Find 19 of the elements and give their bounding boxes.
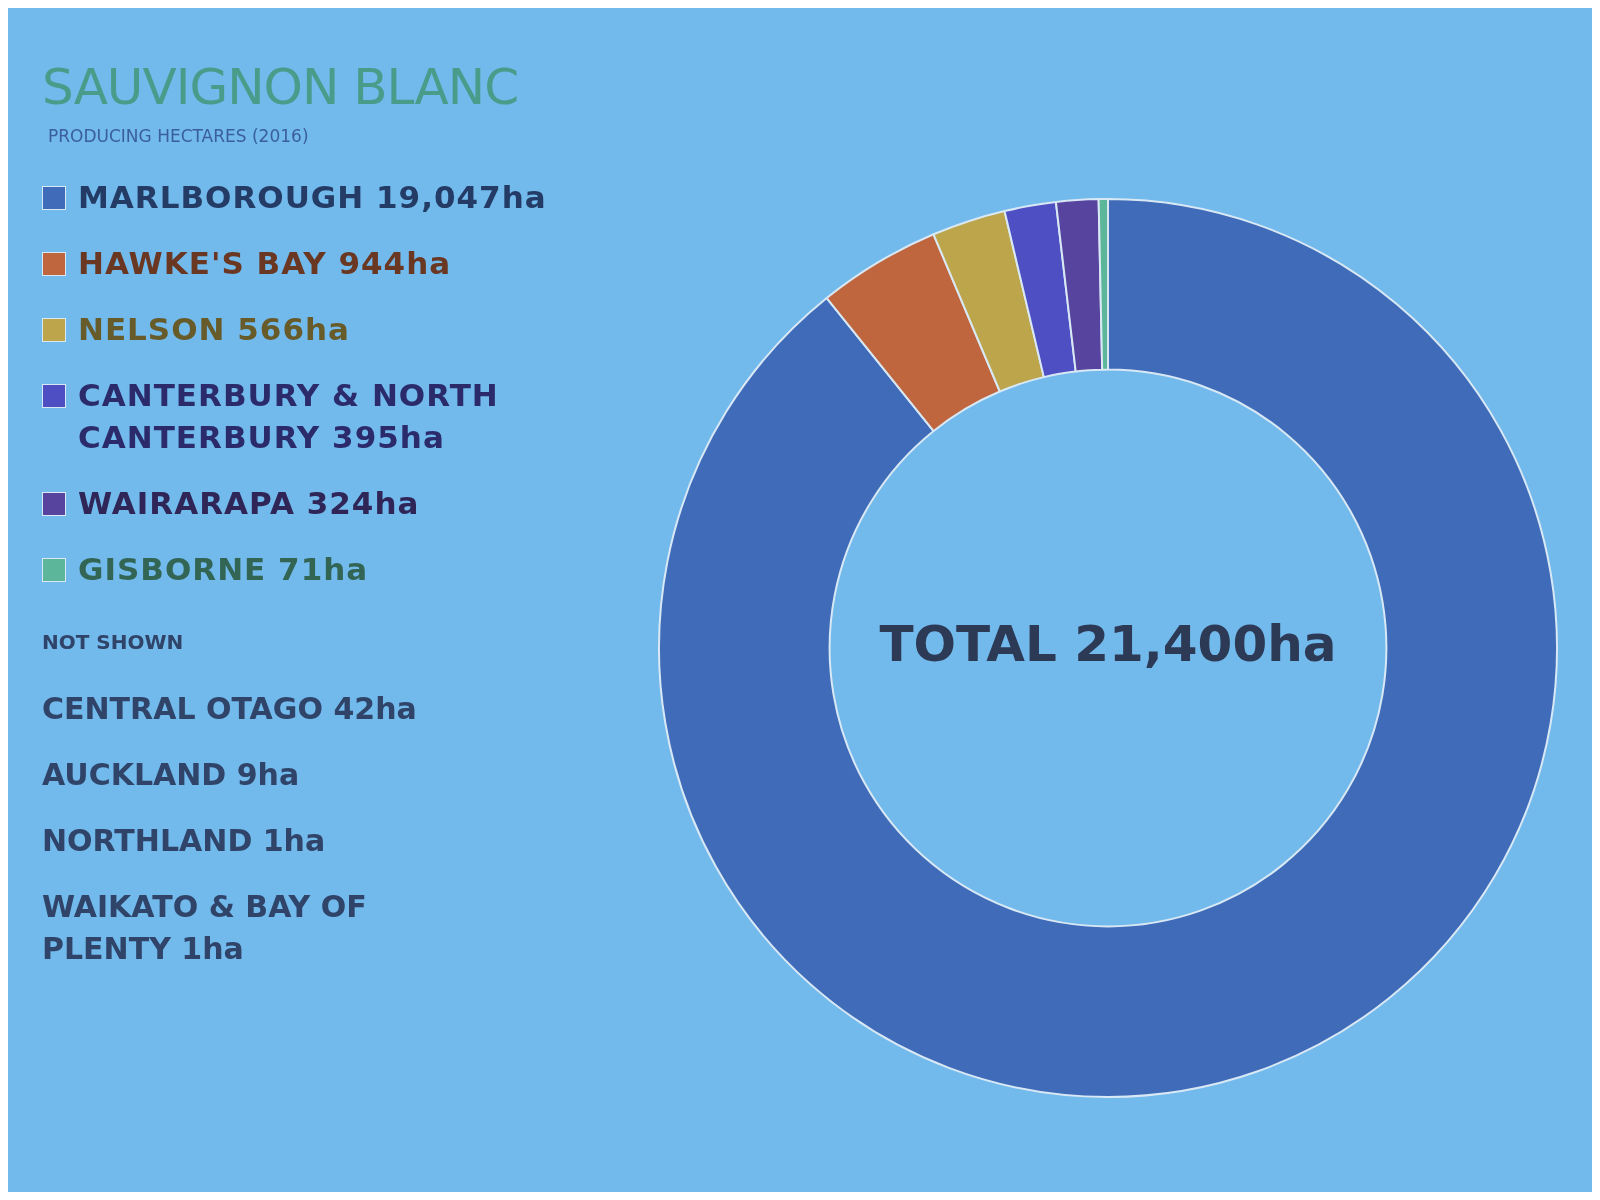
text: CENTRAL OTAGO 42ha <box>42 690 418 728</box>
data-label: 71ha <box>278 551 369 587</box>
legend-label: GISBORNE <box>78 551 267 587</box>
text: TOTAL 21,400ha <box>879 614 1337 673</box>
data-label: 19,047ha <box>376 179 547 215</box>
data-label: 566ha <box>237 311 350 347</box>
chart-subtitle: PRODUCING HECTARES (2016) <box>48 126 310 146</box>
legend-label: NELSON <box>78 311 226 347</box>
data-label: 324ha <box>306 485 420 521</box>
legend-label: HAWKE'S BAY <box>78 245 327 281</box>
text: WAIKATO & BAY OF PLENTY 1ha <box>42 888 368 968</box>
data-label: 944ha <box>338 245 452 281</box>
legend-label: WAIRARAPA <box>78 485 295 521</box>
chart-title: SAUVIGNON BLANC <box>42 58 520 116</box>
data-label: 395ha <box>332 419 445 455</box>
legend-label: MARLBOROUGH <box>78 179 365 215</box>
text: NOT SHOWN <box>42 630 185 654</box>
text: NORTHLAND 1ha <box>42 822 327 860</box>
text: AUCKLAND 9ha <box>42 756 301 794</box>
